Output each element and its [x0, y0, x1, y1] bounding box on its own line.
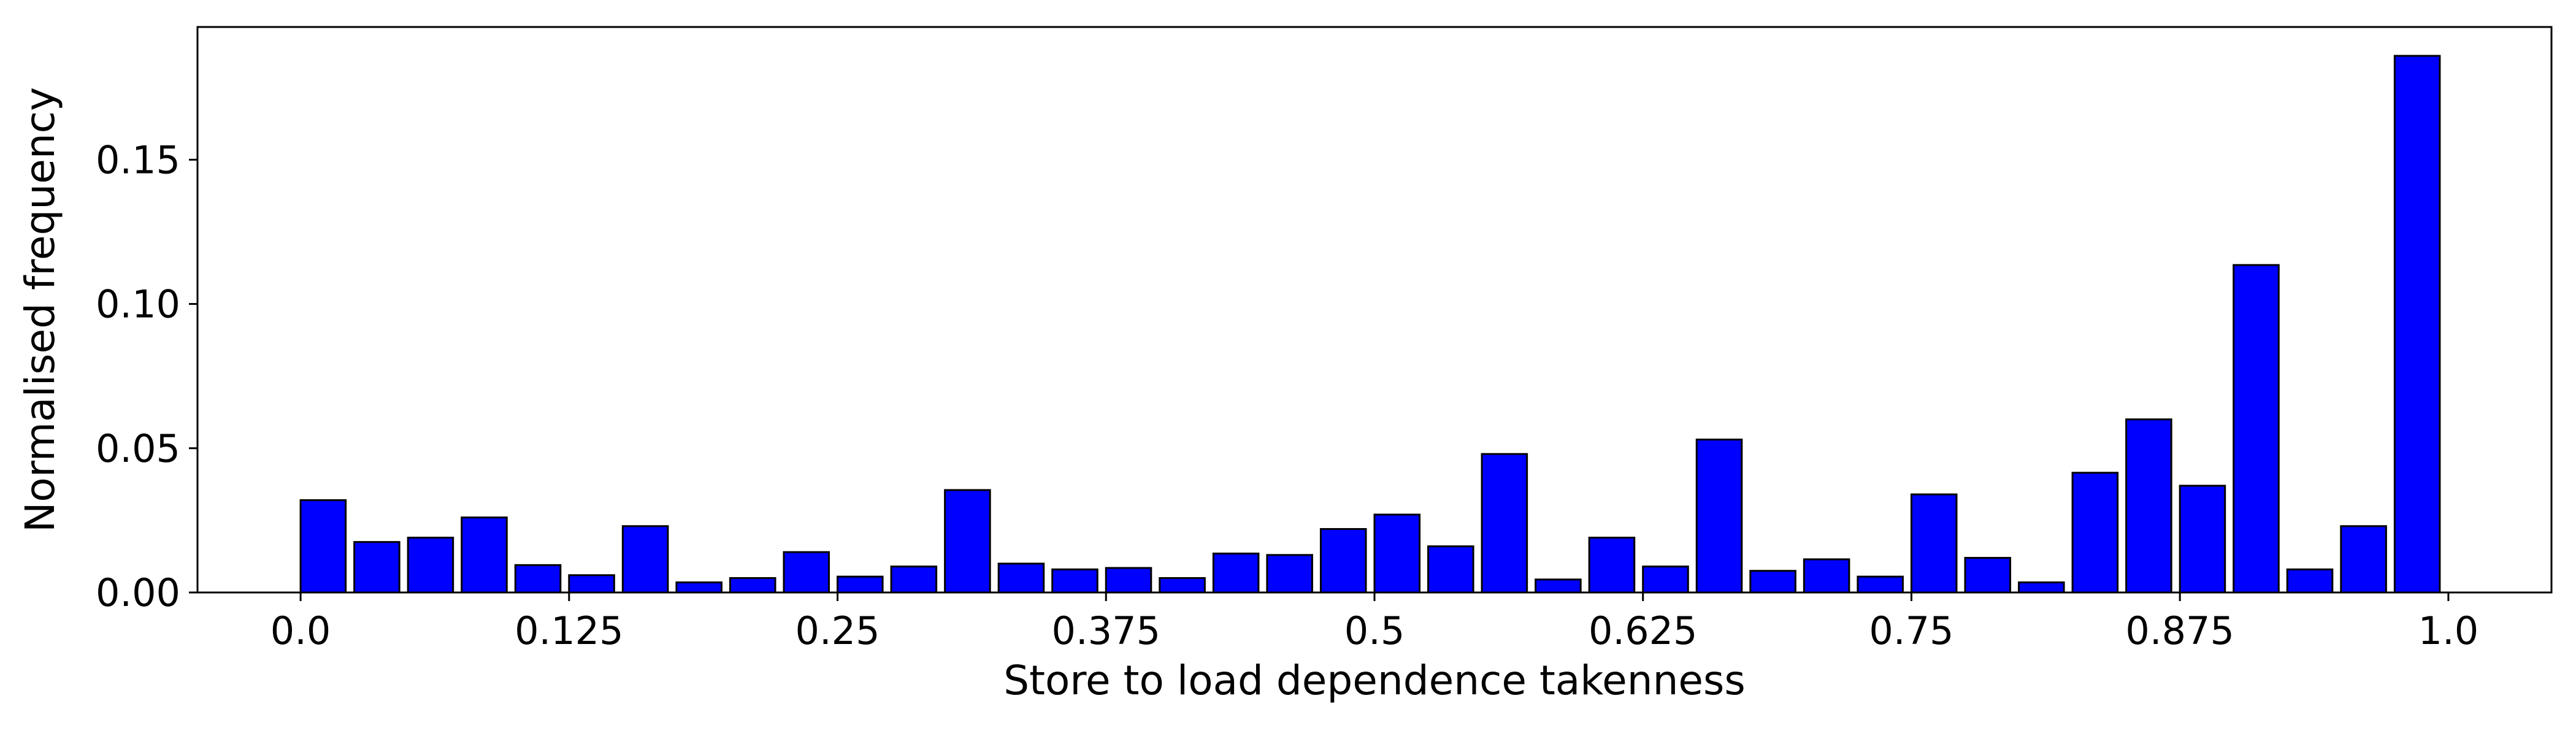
bar	[1373, 513, 1421, 594]
bar	[1481, 453, 1528, 594]
y-axis-label: Normalised frequency	[17, 87, 64, 532]
bar	[1159, 577, 1206, 594]
y-tick-label: 0.00	[96, 570, 180, 615]
x-tick-label: 0.875	[2125, 608, 2234, 653]
bar	[2018, 581, 2065, 594]
bar	[2071, 472, 2119, 594]
y-tick-label: 0.05	[96, 426, 180, 471]
y-tick-label: 0.10	[96, 282, 180, 327]
bar	[621, 525, 669, 594]
x-tick-label: 0.125	[515, 608, 624, 653]
y-tick-label: 0.15	[96, 137, 180, 182]
x-axis-ticks: 0.0 0.125 0.25 0.375 0.5 0.625 0.75 0.875 1.0	[270, 592, 2478, 653]
bar	[1212, 552, 1260, 594]
bar	[1857, 575, 1904, 594]
bar	[299, 499, 347, 594]
bar	[675, 581, 723, 594]
x-tick-label: 0.25	[795, 608, 880, 653]
bar	[1427, 545, 1474, 594]
bar	[2179, 485, 2226, 594]
x-tick-label: 1.0	[2418, 608, 2479, 653]
x-tick-label: 0.625	[1589, 608, 1698, 653]
bars-group	[299, 55, 2441, 594]
bar	[729, 577, 776, 594]
bar	[1695, 439, 1743, 594]
bar	[1266, 554, 1313, 594]
bar	[783, 551, 830, 594]
bar	[2393, 55, 2441, 594]
bar	[944, 489, 991, 594]
bar	[1535, 578, 1582, 594]
bar	[1105, 567, 1152, 594]
bar	[2233, 264, 2280, 594]
bar	[2125, 418, 2172, 594]
bar	[890, 565, 938, 594]
bar	[461, 516, 508, 594]
bar	[1910, 493, 1958, 594]
x-axis-label: Store to load dependence takenness	[1003, 657, 1746, 704]
bar	[1588, 537, 1636, 594]
bar	[1749, 570, 1796, 594]
x-tick-label: 0.75	[1869, 608, 1953, 653]
x-tick-label: 0.0	[270, 608, 331, 653]
x-tick-label: 0.5	[1344, 608, 1405, 653]
bar	[353, 541, 401, 594]
bar	[2286, 568, 2334, 594]
bar	[1319, 528, 1367, 594]
bar	[1964, 557, 2012, 594]
bar	[514, 564, 562, 594]
y-axis-ticks: 0.00 0.05 0.10 0.15	[96, 137, 197, 615]
bar	[2340, 525, 2387, 594]
bar	[407, 537, 454, 594]
bar	[1803, 558, 1850, 594]
bar	[837, 575, 884, 594]
x-tick-label: 0.375	[1052, 608, 1161, 653]
bar	[1051, 568, 1098, 594]
bar	[1642, 565, 1689, 594]
bar	[568, 574, 615, 594]
bar	[997, 562, 1045, 594]
